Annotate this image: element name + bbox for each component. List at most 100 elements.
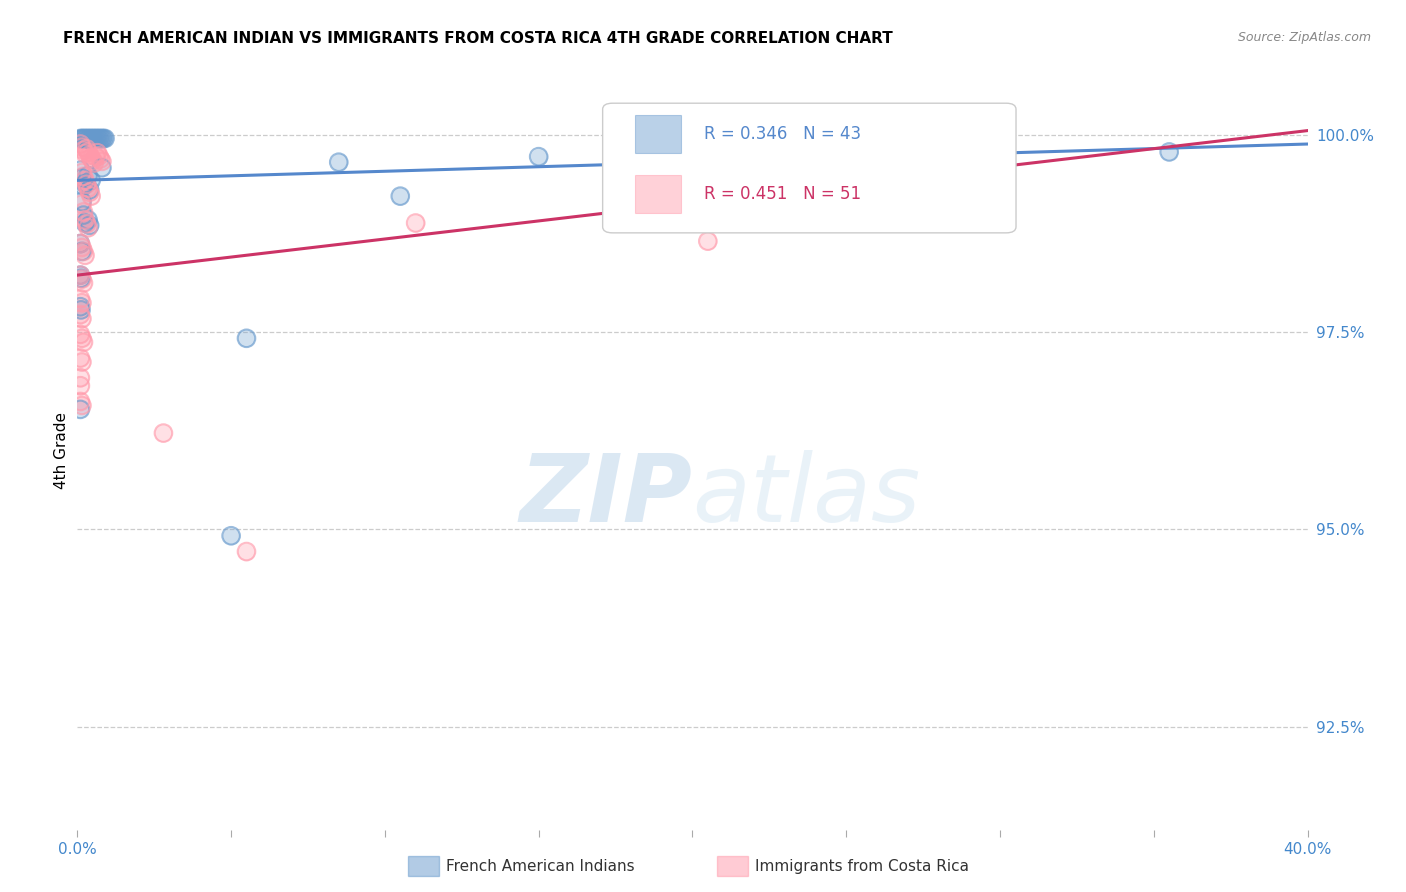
Point — [389, 189, 412, 203]
Point — [79, 148, 101, 162]
Point — [72, 208, 94, 222]
Point — [86, 145, 108, 160]
Point — [328, 155, 350, 169]
Point — [80, 189, 103, 203]
Point — [77, 220, 100, 235]
Point — [79, 219, 101, 233]
Point — [527, 150, 550, 164]
Point — [77, 181, 100, 195]
Point — [90, 131, 114, 145]
Point — [69, 300, 91, 314]
Point — [70, 399, 93, 413]
Point — [90, 161, 114, 175]
Point — [69, 402, 91, 417]
Point — [235, 331, 257, 345]
Point — [72, 178, 94, 193]
Point — [72, 208, 94, 222]
Point — [69, 378, 91, 392]
Point — [89, 152, 111, 166]
Point — [83, 156, 105, 170]
Point — [70, 295, 93, 310]
Point — [83, 156, 105, 170]
Point — [73, 177, 96, 191]
Point — [69, 300, 91, 314]
Point — [69, 268, 91, 282]
Text: FRENCH AMERICAN INDIAN VS IMMIGRANTS FROM COSTA RICA 4TH GRADE CORRELATION CHART: FRENCH AMERICAN INDIAN VS IMMIGRANTS FRO… — [63, 31, 893, 46]
Point — [73, 248, 96, 262]
Point — [72, 144, 94, 158]
Point — [69, 327, 91, 342]
Point — [70, 197, 93, 211]
Point — [79, 131, 101, 145]
Point — [73, 212, 96, 227]
Point — [235, 544, 257, 558]
Point — [405, 216, 427, 230]
Point — [69, 378, 91, 392]
FancyBboxPatch shape — [634, 175, 682, 213]
Point — [76, 131, 98, 145]
Point — [69, 394, 91, 409]
Point — [79, 148, 101, 162]
Point — [69, 268, 91, 282]
Point — [70, 272, 93, 286]
Point — [72, 335, 94, 350]
Point — [72, 276, 94, 290]
Point — [70, 197, 93, 211]
Point — [82, 153, 104, 168]
Point — [79, 183, 101, 197]
Point — [72, 244, 94, 259]
Point — [80, 151, 103, 165]
Point — [80, 131, 103, 145]
Point — [70, 240, 93, 254]
Point — [76, 178, 98, 192]
Point — [69, 236, 91, 251]
Point — [69, 163, 91, 178]
Point — [80, 173, 103, 187]
Point — [80, 131, 103, 145]
Point — [72, 335, 94, 350]
Point — [73, 146, 96, 161]
Point — [73, 216, 96, 230]
Point — [76, 142, 98, 156]
Point — [73, 173, 96, 187]
Point — [76, 178, 98, 192]
Point — [76, 142, 98, 156]
Point — [89, 131, 111, 145]
Point — [389, 189, 412, 203]
Point — [86, 131, 108, 145]
Point — [70, 131, 93, 145]
Point — [82, 131, 104, 145]
Point — [69, 268, 91, 282]
Point — [70, 331, 93, 345]
Point — [80, 151, 103, 165]
Point — [69, 163, 91, 178]
Point — [84, 150, 107, 164]
Point — [70, 331, 93, 345]
Point — [69, 351, 91, 365]
Point — [70, 165, 93, 179]
Point — [69, 236, 91, 251]
Point — [72, 169, 94, 184]
Point — [70, 244, 93, 259]
Point — [83, 131, 105, 145]
Text: Immigrants from Costa Rica: Immigrants from Costa Rica — [755, 859, 969, 873]
Point — [73, 216, 96, 230]
Point — [70, 194, 93, 209]
Point — [70, 302, 93, 317]
Point — [70, 311, 93, 326]
Point — [76, 131, 98, 145]
Point — [89, 131, 111, 145]
Point — [73, 248, 96, 262]
Point — [69, 292, 91, 306]
Point — [70, 295, 93, 310]
Point — [70, 311, 93, 326]
Point — [69, 131, 91, 145]
Point — [90, 161, 114, 175]
Point — [89, 152, 111, 166]
Point — [72, 276, 94, 290]
Point — [73, 131, 96, 145]
Point — [69, 308, 91, 322]
Point — [79, 185, 101, 199]
Point — [94, 131, 117, 145]
Point — [87, 149, 110, 163]
